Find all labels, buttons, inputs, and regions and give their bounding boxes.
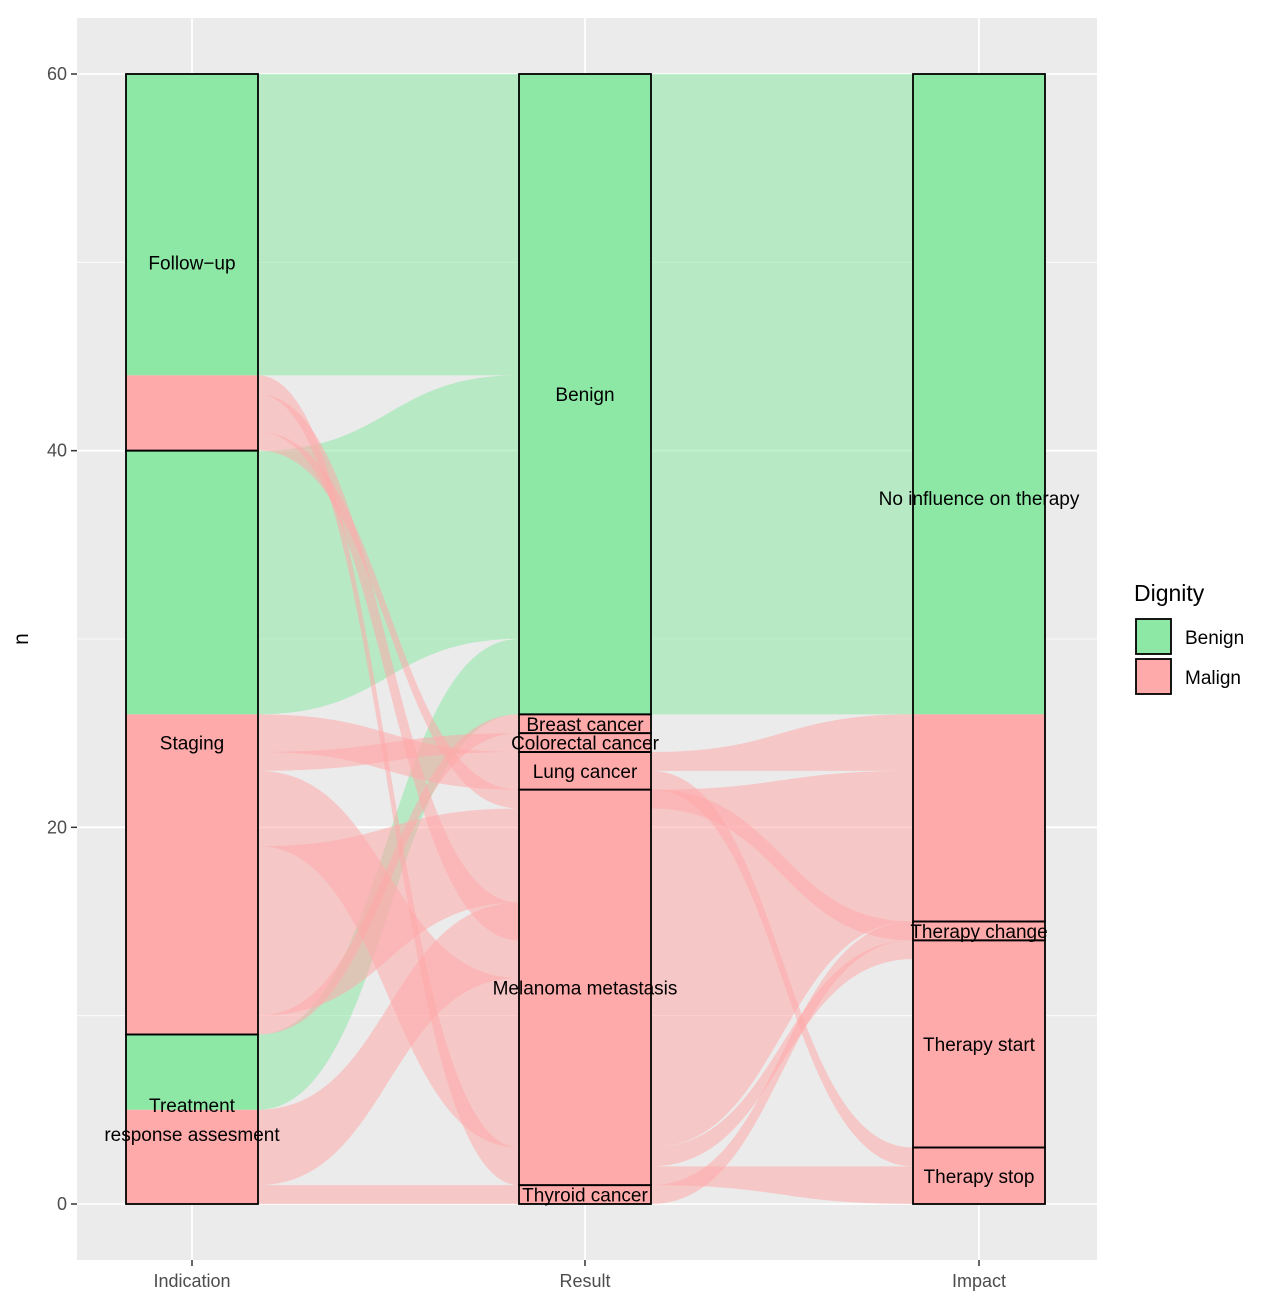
- flow-ribbon: [651, 375, 913, 639]
- stratum-fill-benign: [913, 74, 1045, 715]
- stratum-box: [518, 1184, 652, 1205]
- stratum-label: Thyroid cancer: [522, 1186, 648, 1207]
- x-axis: Indication Result Impact: [153, 1260, 1006, 1291]
- x-tick-label: Result: [559, 1271, 610, 1291]
- strata: Follow−up Staging Treatment response assesm…: [104, 73, 1080, 1207]
- stratum-fill-malign: [519, 714, 651, 1204]
- stratum-fills: [126, 74, 1045, 1204]
- y-axis: 0 20 40 60: [47, 64, 77, 1214]
- stratum-label: Lung cancer: [533, 762, 638, 783]
- stratum-label: Follow−up: [148, 253, 235, 274]
- flow-ribbon: [651, 921, 913, 1204]
- flows: [258, 74, 913, 1204]
- x-tick-label: Indication: [153, 1271, 230, 1291]
- y-tick-label: 40: [47, 441, 67, 461]
- stratum-label: Therapy change: [910, 922, 1047, 943]
- stratum-label: Melanoma metastasis: [493, 978, 678, 999]
- stratum-fill-benign: [519, 74, 651, 715]
- flow-ribbon: [258, 431, 519, 809]
- stratum-label: response assesment: [104, 1125, 280, 1146]
- flow-ribbon: [651, 789, 913, 941]
- flow-ribbon: [651, 770, 913, 1148]
- stratum-label: Staging: [160, 734, 224, 755]
- stratum-fill-benign: [126, 74, 258, 376]
- stratum-fill-malign: [913, 714, 1045, 1204]
- stratum-fill-benign: [126, 1034, 258, 1110]
- stratum-fill-benign: [126, 450, 258, 715]
- y-axis-title: n: [10, 633, 33, 645]
- stratum-label: Colorectal cancer: [511, 734, 660, 755]
- stratum-label: Treatment: [149, 1096, 236, 1117]
- flow-ribbon: [258, 714, 519, 790]
- flow-ribbon: [651, 74, 913, 376]
- flow-ribbon: [258, 1185, 519, 1204]
- flow-ribbon: [651, 1166, 913, 1204]
- stratum-label: Therapy start: [923, 1035, 1036, 1056]
- stratum-label: Breast cancer: [526, 715, 644, 736]
- legend-label: Benign: [1185, 628, 1244, 649]
- stratum-label: Therapy stop: [924, 1167, 1035, 1188]
- y-tick-label: 60: [47, 64, 67, 84]
- stratum-fill-malign: [126, 714, 258, 1035]
- flow-ribbon: [651, 639, 913, 715]
- flow-ribbon: [258, 375, 519, 1186]
- stratum-box: [125, 1033, 259, 1205]
- stratum-box: [912, 1146, 1046, 1205]
- x-tick-label: Impact: [952, 1271, 1006, 1291]
- stratum-fill-malign: [126, 375, 258, 451]
- legend-key-malign: [1135, 658, 1172, 695]
- stratum-label: No influence on therapy: [879, 489, 1080, 510]
- legend-title: Dignity: [1134, 580, 1205, 606]
- legend-label: Malign: [1185, 668, 1241, 689]
- legend: Dignity Benign Malign: [1134, 580, 1244, 695]
- legend-key-benign: [1135, 618, 1172, 655]
- flow-ribbon: [258, 74, 519, 376]
- flow-ribbon: [258, 394, 519, 941]
- y-tick-label: 20: [47, 817, 67, 837]
- flow-ribbon: [651, 714, 913, 771]
- stratum-label: Benign: [555, 385, 614, 406]
- flow-ribbon: [258, 770, 519, 1148]
- y-tick-label: 0: [57, 1194, 67, 1214]
- stratum-fill-malign: [126, 1109, 258, 1204]
